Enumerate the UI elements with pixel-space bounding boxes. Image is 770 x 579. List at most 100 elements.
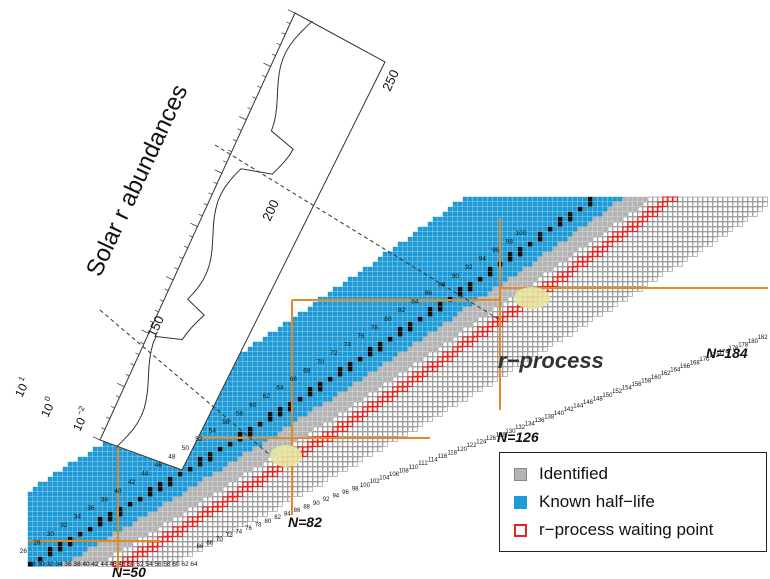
nuclide-cell <box>507 291 513 297</box>
nuclide-cell <box>257 486 263 492</box>
nuclide-cell <box>307 326 313 332</box>
nuclide-cell <box>342 361 348 367</box>
nuclide-cell <box>62 531 68 537</box>
nuclide-cell <box>127 516 133 522</box>
nuclide-cell <box>247 366 253 372</box>
nuclide-cell <box>492 351 498 357</box>
nuclide-cell <box>482 361 488 367</box>
nuclide-cell <box>422 291 428 297</box>
nuclide-cell <box>567 321 573 327</box>
nuclide-cell <box>552 226 558 232</box>
nuclide-cell <box>427 386 433 392</box>
nuclide-cell <box>387 421 393 427</box>
nuclide-cell <box>732 201 738 207</box>
n-label: 42 <box>91 561 99 568</box>
nuclide-cell <box>507 301 513 307</box>
nuclide-cell <box>417 396 423 402</box>
nuclide-cell <box>167 516 173 522</box>
nuclide-cell <box>367 421 373 427</box>
nuclide-cell <box>392 286 398 292</box>
nuclide-cell <box>367 401 373 407</box>
nuclide-cell <box>132 471 138 477</box>
z-label: 38 <box>101 496 109 503</box>
nuclide-cell <box>657 231 663 237</box>
nuclide-cell <box>262 391 268 397</box>
nuclide-cell <box>382 336 388 342</box>
nuclide-cell <box>682 196 688 202</box>
nuclide-cell <box>467 226 473 232</box>
nuclide-cell <box>397 421 403 427</box>
nuclide-cell <box>402 271 408 277</box>
nuclide-cell <box>457 316 463 322</box>
nuclide-cell <box>502 311 508 317</box>
nuclide-cell <box>517 236 523 242</box>
nuclide-cell <box>152 511 158 517</box>
nuclide-cell <box>462 391 468 397</box>
nuclide-cell <box>457 261 463 267</box>
nuclide-cell <box>572 226 578 232</box>
n-label: 62 <box>181 561 189 568</box>
nuclide-cell <box>407 266 413 272</box>
nuclide-cell <box>472 321 478 327</box>
nuclide-cell <box>687 251 693 257</box>
axis-tick <box>141 329 149 334</box>
nuclide-cell <box>317 351 323 357</box>
n-label: 158 <box>641 378 652 384</box>
nuclide-cell <box>692 246 698 252</box>
nuclide-cell <box>272 426 278 432</box>
nuclide-cell <box>707 236 713 242</box>
nuclide-cell <box>217 536 223 542</box>
nuclide-cell <box>657 266 663 272</box>
nuclide-cell <box>152 556 158 562</box>
nuclide-cell <box>472 326 478 332</box>
nuclide-cell <box>552 201 558 207</box>
nuclide-cell <box>482 336 488 342</box>
nuclide-cell <box>422 366 428 372</box>
nuclide-cell <box>527 336 533 342</box>
nuclide-cell <box>302 396 308 402</box>
nuclide-cell <box>227 446 233 452</box>
n-label: 64 <box>190 561 198 568</box>
nuclide-cell <box>352 346 358 352</box>
nuclide-cell <box>647 261 653 267</box>
nuclide-cell <box>392 311 398 317</box>
nuclide-cell <box>107 491 113 497</box>
nuclide-cell <box>427 281 433 287</box>
nuclide-cell <box>752 196 758 202</box>
nuclide-cell <box>392 381 398 387</box>
nuclide-cell <box>462 271 468 277</box>
nuclide-cell <box>462 331 468 337</box>
nuclide-cell <box>102 466 108 472</box>
nuclide-cell <box>242 506 248 512</box>
nuclide-cell <box>572 281 578 287</box>
nuclide-cell <box>232 481 238 487</box>
nuclide-cell <box>222 476 228 482</box>
nuclide-cell <box>222 446 228 452</box>
nuclide-cell <box>582 291 588 297</box>
nuclide-cell <box>702 206 708 212</box>
nuclide-cell <box>422 321 428 327</box>
n-label: 120 <box>457 447 468 453</box>
nuclide-cell <box>127 506 133 512</box>
nuclide-cell <box>347 301 353 307</box>
nuclide-cell <box>522 201 528 207</box>
nuclide-cell <box>137 476 143 482</box>
nuclide-cell <box>352 361 358 367</box>
nuclide-cell <box>127 461 133 467</box>
nuclide-cell <box>437 216 443 222</box>
nuclide-cell <box>57 531 63 537</box>
nuclide-cell <box>527 351 533 357</box>
nuclide-cell <box>337 376 343 382</box>
nuclide-cell <box>512 261 518 267</box>
nuclide-cell <box>82 471 88 477</box>
nuclide-cell <box>112 551 118 557</box>
nuclide-cell <box>542 321 548 327</box>
nuclide-cell <box>412 236 418 242</box>
nuclide-cell <box>672 231 678 237</box>
nuclide-cell <box>492 251 498 257</box>
nuclide-cell <box>342 426 348 432</box>
n-label: 52 <box>136 561 144 568</box>
nuclide-cell <box>507 241 513 247</box>
nuclide-cell <box>607 201 613 207</box>
nuclide-cell <box>462 351 468 357</box>
